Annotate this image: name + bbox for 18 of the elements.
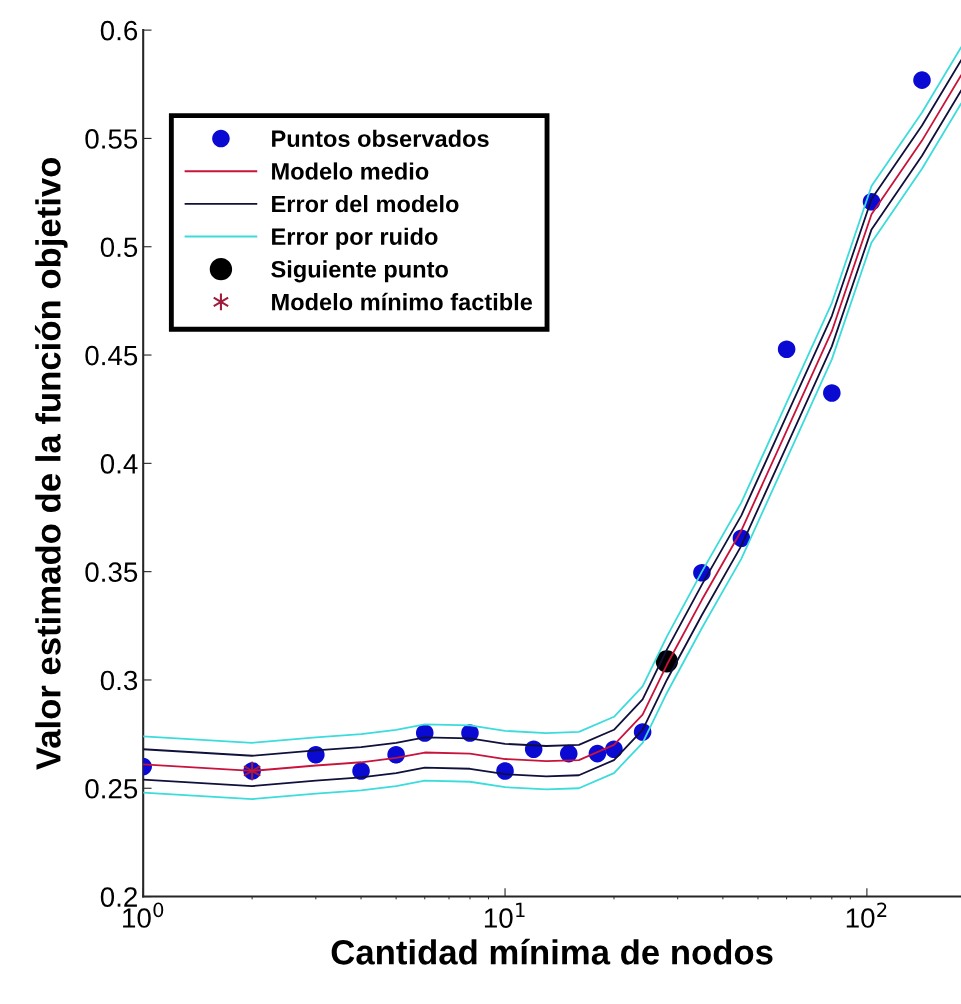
x-axis-title: Cantidad mínima de nodos bbox=[331, 938, 773, 965]
y-tick-label: 0.25 bbox=[85, 778, 138, 799]
x-tick-label: 10$^{2}$ bbox=[846, 902, 887, 928]
y-tick-label: 0.55 bbox=[85, 129, 138, 149]
y-tick-label: 0.4 bbox=[100, 454, 138, 474]
y-tick-label: 0.35 bbox=[85, 562, 138, 582]
x-tick-label: 10$^{1}$ bbox=[484, 902, 525, 928]
y-axis-title: Valor estimado de la función objetivo bbox=[34, 157, 68, 770]
legend-label: Error del modelo bbox=[272, 195, 459, 213]
legend-label: Puntos observados bbox=[272, 129, 489, 148]
legend-label: Modelo mínimo factible bbox=[272, 292, 533, 311]
y-tick-label: 0.45 bbox=[85, 345, 138, 366]
legend-label: Modelo medio bbox=[272, 162, 429, 180]
y-tick-label: 0.6 bbox=[100, 20, 138, 41]
legend-label: Error por ruido bbox=[272, 227, 438, 250]
y-tick-label: 0.5 bbox=[100, 237, 138, 258]
y-tick-label: 0.3 bbox=[100, 670, 138, 691]
legend-label: Siguiente punto bbox=[271, 260, 448, 283]
